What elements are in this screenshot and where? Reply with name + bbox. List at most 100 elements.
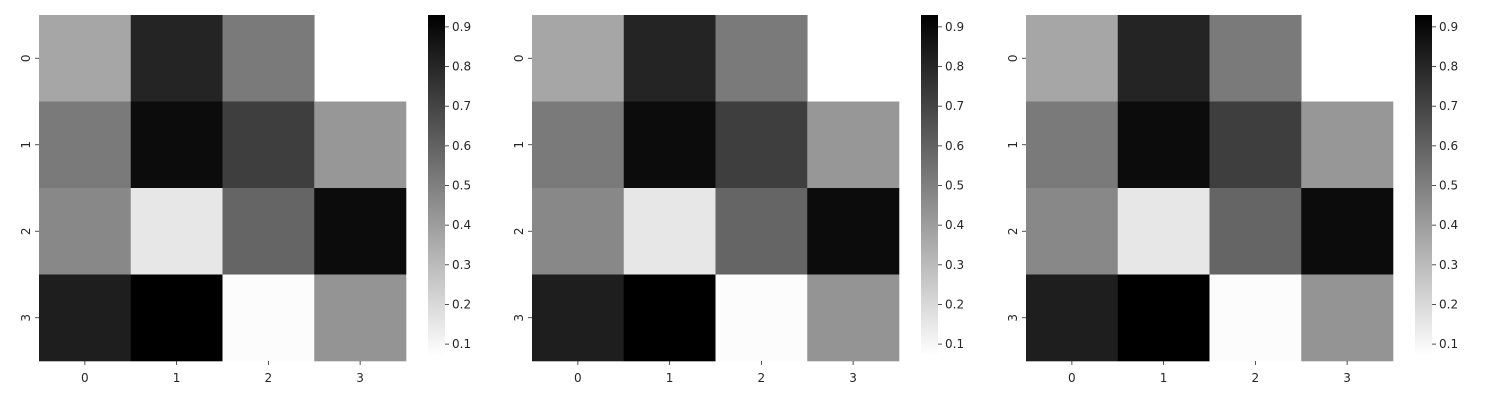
heatmap-panel-2: 0 1 2 3 0 1 2 3 0.1 0.2 0.3 0.4 0.5 0.6 0.7 0.8 0.9 <box>512 15 964 385</box>
y-tick-label-0: 0 <box>19 54 33 62</box>
heatmap-cell-r2-c0 <box>39 188 132 275</box>
heatmap-cell-r3-c3 <box>807 274 900 362</box>
heatmap-cell-r2-c3 <box>1301 188 1394 275</box>
heatmap-cell-r0-c2 <box>715 15 808 102</box>
colorbar-tick-label-2: 0.3 <box>452 258 471 272</box>
heatmap-cell-r1-c0 <box>1026 101 1119 189</box>
x-tick-label-1: 1 <box>1160 371 1168 385</box>
x-tick-label-1: 1 <box>666 371 674 385</box>
x-tick-label-2: 2 <box>758 371 766 385</box>
y-tick-label-1: 1 <box>512 141 526 149</box>
y-tick-label-3: 3 <box>512 314 526 322</box>
heatmap-cell-r3-c0 <box>1026 274 1119 362</box>
x-tick-label-1: 1 <box>173 371 181 385</box>
heatmap-cell-r3-c3 <box>314 274 407 362</box>
heatmap-cell-r1-c3 <box>1301 101 1394 189</box>
heatmap-panel-3: 0 1 2 3 0 1 2 3 0.1 0.2 0.3 0.4 0.5 0.6 0.7 0.8 0.9 <box>1006 15 1458 385</box>
colorbar-tick-label-8: 0.9 <box>945 20 964 34</box>
y-tick-label-2: 2 <box>512 227 526 235</box>
colorbar <box>1415 15 1432 356</box>
heatmap-cell-r2-c1 <box>1117 188 1210 275</box>
y-tick-label-3: 3 <box>19 314 33 322</box>
heatmap-cell-r0-c1 <box>130 15 223 102</box>
colorbar-tick-label-8: 0.9 <box>1439 20 1458 34</box>
heatmap-cell-r1-c0 <box>39 101 132 189</box>
heatmap-cell-r2-c2 <box>222 188 315 275</box>
colorbar-tick-label-3: 0.4 <box>945 218 964 232</box>
colorbar-tick-label-7: 0.8 <box>1439 60 1458 74</box>
heatmap-cell-r0-c1 <box>1117 15 1210 102</box>
colorbar-tick-label-1: 0.2 <box>452 297 471 311</box>
heatmap-cell-r2-c3 <box>807 188 900 275</box>
colorbar-tick-label-6: 0.7 <box>1439 99 1458 113</box>
heatmap-cell-r3-c2 <box>715 274 808 362</box>
y-tick-label-1: 1 <box>1006 141 1020 149</box>
heatmap-cell-r3-c2 <box>1209 274 1302 362</box>
heatmap-cell-r2-c0 <box>1026 188 1119 275</box>
heatmap-cell-r1-c3 <box>314 101 407 189</box>
heatmap-panel-1: 0 1 2 3 0 1 2 3 0.1 0.2 0.3 0.4 0.5 0.6 0.7 0.8 0.9 <box>19 15 471 385</box>
x-tick-label-3: 3 <box>356 371 364 385</box>
colorbar-tick-label-1: 0.2 <box>945 297 964 311</box>
heatmap-cell-r3-c1 <box>1117 274 1210 362</box>
heatmap-cell-r1-c1 <box>623 101 716 189</box>
heatmap-cell-r0-c2 <box>222 15 315 102</box>
heatmap-cell-r3-c0 <box>532 274 625 362</box>
heatmap-cell-r2-c2 <box>715 188 808 275</box>
colorbar-tick-label-6: 0.7 <box>945 99 964 113</box>
colorbar-tick-label-2: 0.3 <box>1439 258 1458 272</box>
x-tick-label-3: 3 <box>1343 371 1351 385</box>
colorbar-tick-label-5: 0.6 <box>945 139 964 153</box>
y-tick-label-2: 2 <box>19 227 33 235</box>
heatmap-cell-r0-c1 <box>623 15 716 102</box>
x-tick-label-0: 0 <box>574 371 582 385</box>
heatmap-cell-r1-c3 <box>807 101 900 189</box>
y-tick-label-0: 0 <box>512 54 526 62</box>
heatmap-cell-r3-c1 <box>623 274 716 362</box>
y-tick-label-1: 1 <box>19 141 33 149</box>
heatmap-cell-r3-c2 <box>222 274 315 362</box>
colorbar <box>428 15 445 356</box>
colorbar-tick-label-7: 0.8 <box>945 60 964 74</box>
heatmap-cell-r0-c0 <box>532 15 625 102</box>
y-tick-label-0: 0 <box>1006 54 1020 62</box>
colorbar-tick-label-4: 0.5 <box>1439 179 1458 193</box>
heatmap-cell-r2-c0 <box>532 188 625 275</box>
heatmap-cell-r1-c2 <box>1209 101 1302 189</box>
colorbar-tick-label-6: 0.7 <box>452 99 471 113</box>
colorbar-tick-label-1: 0.2 <box>1439 297 1458 311</box>
y-tick-label-3: 3 <box>1006 314 1020 322</box>
colorbar-tick-label-8: 0.9 <box>452 20 471 34</box>
colorbar-tick-label-2: 0.3 <box>945 258 964 272</box>
heatmap-cell-r3-c0 <box>39 274 132 362</box>
heatmap-cell-r1-c1 <box>130 101 223 189</box>
heatmap-cell-r1-c2 <box>715 101 808 189</box>
colorbar-tick-label-5: 0.6 <box>452 139 471 153</box>
heatmap-cell-r0-c0 <box>1026 15 1119 102</box>
heatmap-cell-r1-c2 <box>222 101 315 189</box>
heatmap-cell-r0-c2 <box>1209 15 1302 102</box>
colorbar-tick-label-0: 0.1 <box>452 337 471 351</box>
colorbar-tick-label-0: 0.1 <box>1439 337 1458 351</box>
heatmap-cell-r2-c1 <box>130 188 223 275</box>
colorbar-tick-label-7: 0.8 <box>452 60 471 74</box>
x-tick-label-0: 0 <box>81 371 89 385</box>
colorbar <box>921 15 938 356</box>
heatmap-cell-r0-c0 <box>39 15 132 102</box>
heatmap-cell-r3-c1 <box>130 274 223 362</box>
y-tick-label-2: 2 <box>1006 227 1020 235</box>
colorbar-tick-label-4: 0.5 <box>945 179 964 193</box>
heatmap-cell-r1-c1 <box>1117 101 1210 189</box>
heatmap-cell-r2-c1 <box>623 188 716 275</box>
colorbar-tick-label-0: 0.1 <box>945 337 964 351</box>
colorbar-tick-label-4: 0.5 <box>452 179 471 193</box>
x-tick-label-2: 2 <box>1252 371 1260 385</box>
colorbar-tick-label-3: 0.4 <box>1439 218 1458 232</box>
heatmap-cell-r1-c0 <box>532 101 625 189</box>
colorbar-tick-label-5: 0.6 <box>1439 139 1458 153</box>
heatmap-cell-r3-c3 <box>1301 274 1394 362</box>
colorbar-tick-label-3: 0.4 <box>452 218 471 232</box>
x-tick-label-2: 2 <box>265 371 273 385</box>
